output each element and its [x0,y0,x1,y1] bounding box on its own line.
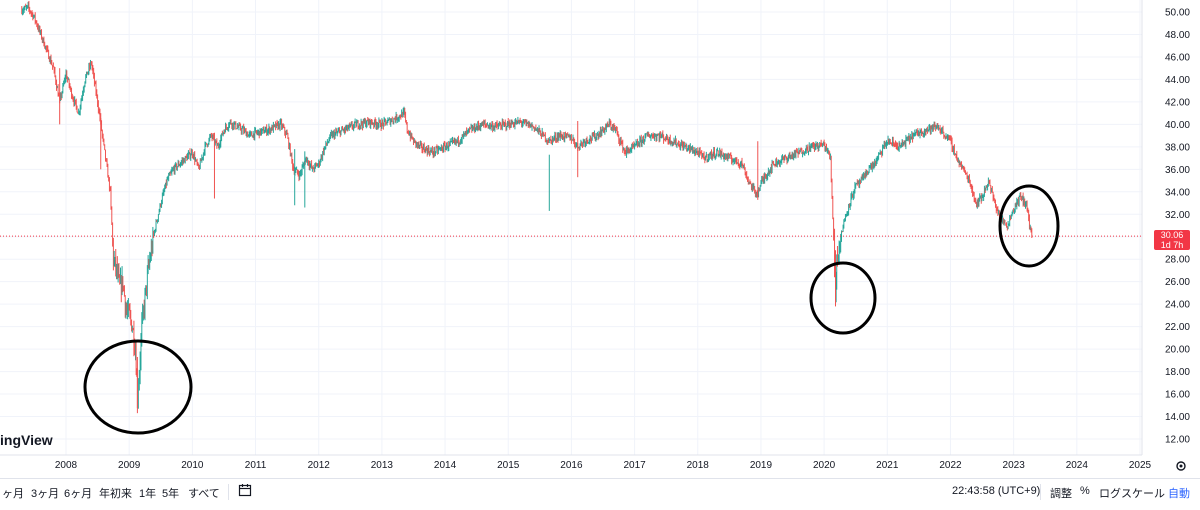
annotation-circle-2023[interactable] [998,184,1060,268]
price-tick-label: 48.00 [1165,30,1190,41]
price-tick-label: 36.00 [1165,165,1190,176]
time-tick-label: 2013 [371,460,394,471]
time-tick-label: 2011 [245,460,267,471]
time-tick-label: 2023 [1003,460,1026,471]
range-6m-button[interactable]: 6ヶ月 [64,488,93,500]
range-5y-button[interactable]: 5年 [162,488,180,500]
price-tick-label: 28.00 [1165,255,1190,266]
range-all-button[interactable]: すべて [188,488,220,500]
range-1m-button[interactable]: ヶ月 [2,488,24,500]
price-axis[interactable]: 12.00 14.00 16.00 18.00 20.00 22.00 24.00 26.00… [1165,8,1190,446]
time-tick-label: 2015 [497,460,520,471]
time-tick-label: 2025 [1129,460,1152,471]
price-tick-label: 16.00 [1165,390,1190,401]
time-tick-label: 2018 [687,460,710,471]
current-price-label: 30.06 [1160,230,1184,241]
time-tick-label: 2020 [813,460,836,471]
time-tick-label: 2008 [55,460,78,471]
price-countdown-label: 1d 7h [1160,240,1184,251]
time-tick-label: 2014 [434,460,457,471]
range-1y-button[interactable]: 1年 [139,488,157,500]
price-tick-label: 20.00 [1165,345,1190,356]
price-tick-label: 12.00 [1165,435,1190,446]
price-tick-label: 14.00 [1165,412,1190,423]
price-tick-label: 42.00 [1165,97,1190,108]
time-tick-label: 2019 [750,460,773,471]
price-tick-label: 38.00 [1165,142,1190,153]
price-tick-label: 18.00 [1165,367,1190,378]
tradingview-logo-text: ingView [0,432,53,448]
price-tick-label: 34.00 [1165,187,1190,198]
range-3m-button[interactable]: 3ヶ月 [31,488,60,500]
price-tick-label: 50.00 [1165,8,1190,19]
time-axis[interactable]: 2008 2009 2010 2011 2012 2013 2014 2015 2016 2017… [55,460,1152,471]
time-tick-label: 2009 [118,460,141,471]
current-price-badge: 30.06 1d 7h [1154,230,1190,251]
price-chart[interactable]: 12.00 14.00 16.00 18.00 20.00 22.00 24.00 26.00… [0,0,1200,478]
toolbar-divider [1040,484,1041,500]
time-tick-label: 2010 [181,460,204,471]
time-tick-label: 2017 [623,460,646,471]
adjust-button[interactable]: 調整 [1050,488,1072,500]
auto-scale-button[interactable]: 自動 [1168,488,1190,500]
range-ytd-button[interactable]: 年初来 [99,488,132,500]
candle-series [21,0,1033,414]
annotation-circle-2009[interactable] [83,339,193,435]
time-tick-label: 2012 [308,460,331,471]
chart-grid [0,0,1142,455]
annotation-circle-2020[interactable] [809,261,877,335]
date-range-calendar-icon[interactable] [238,483,252,500]
settings-gear-icon[interactable] [1176,461,1186,471]
price-tick-label: 46.00 [1165,52,1190,63]
price-tick-label: 40.00 [1165,120,1190,131]
time-tick-label: 2016 [560,460,583,471]
price-tick-label: 26.00 [1165,277,1190,288]
time-tick-label: 2021 [876,460,899,471]
toolbar-divider [228,484,229,500]
price-tick-label: 24.00 [1165,300,1190,311]
clock-time-label[interactable]: 22:43:58 (UTC+9) [952,485,1041,497]
price-tick-label: 44.00 [1165,75,1190,86]
price-tick-label: 22.00 [1165,322,1190,333]
price-tick-label: 32.00 [1165,210,1190,221]
log-scale-button[interactable]: ログスケール [1099,488,1165,500]
time-tick-label: 2022 [939,460,962,471]
bottom-toolbar: ヶ月 3ヶ月 6ヶ月 年初来 1年 5年 すべて 22:43:58 (UTC+9… [0,478,1200,510]
time-tick-label: 2024 [1066,460,1089,471]
percent-scale-button[interactable]: % [1080,485,1090,497]
